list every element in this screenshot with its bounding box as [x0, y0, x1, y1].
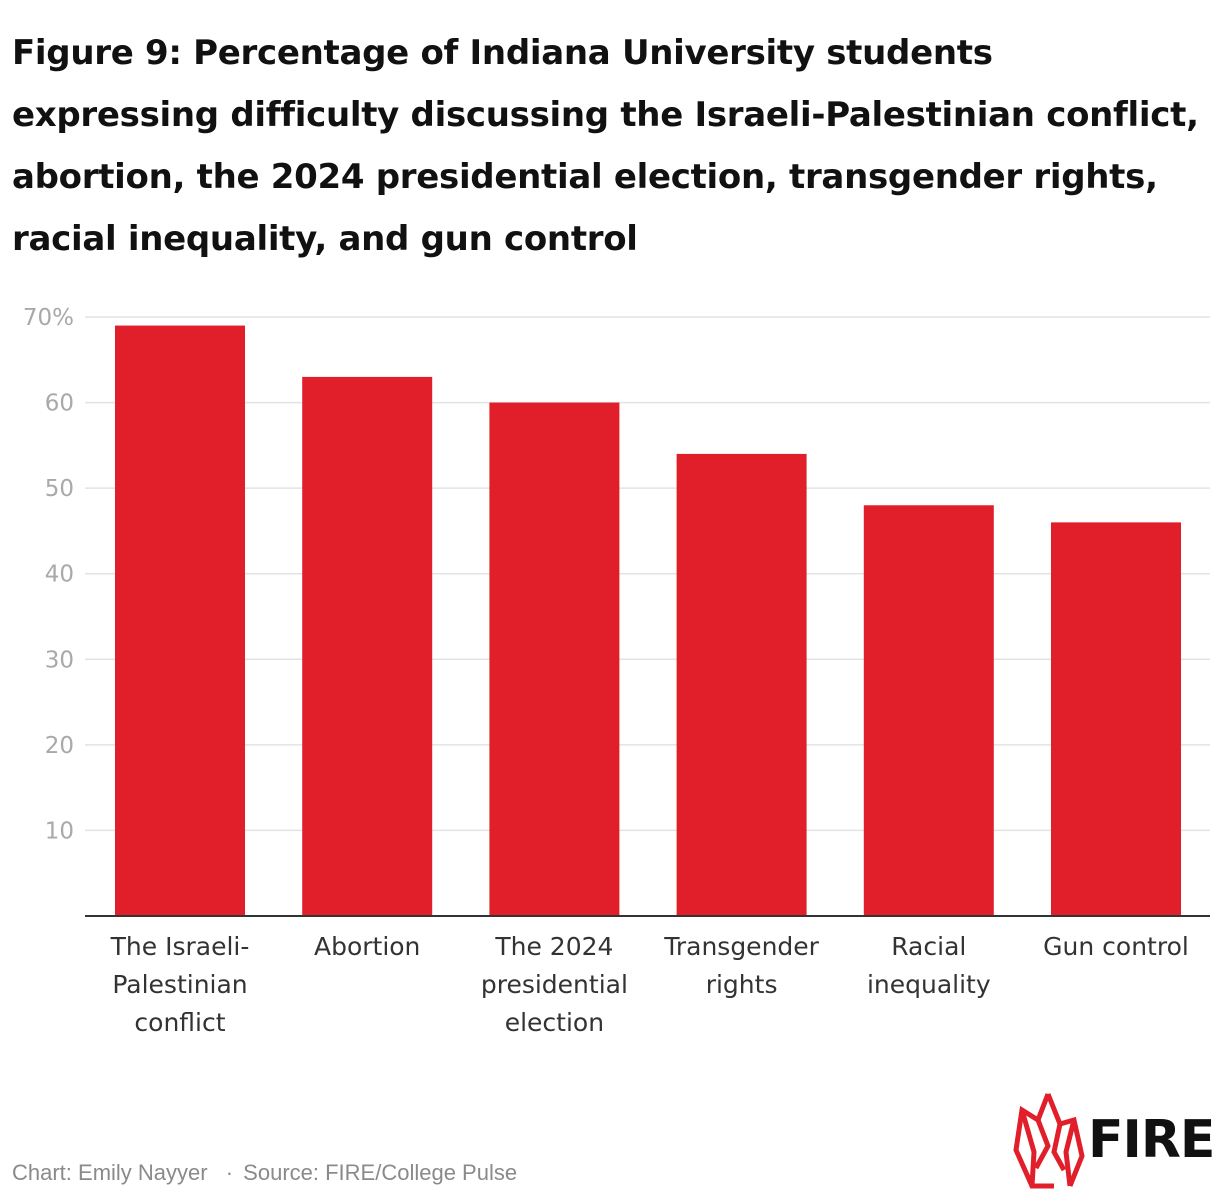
bar [676, 453, 807, 916]
y-axis-ticks: 10 20 30 40 50 60 70% [23, 305, 74, 844]
bar [863, 505, 994, 916]
x-axis-categories: The Israeli-Palestinian conflict Abortion T… [110, 932, 1189, 1037]
chart-credit: Chart: Emily Nayyer [12, 1160, 208, 1185]
footer-separator: · [225, 1160, 234, 1185]
bars [115, 325, 1181, 917]
chart-footer: Chart: Emily Nayyer · Source: FIRE/Colle… [12, 1160, 517, 1186]
fire-logo: FIRE [1008, 1090, 1215, 1190]
category-label: Transgender rights [663, 932, 819, 999]
chart-source: Source: FIRE/College Pulse [243, 1160, 518, 1185]
chart-title: Figure 9: Percentage of Indiana Universi… [12, 33, 1199, 259]
category-label: The 2024 presidential election [481, 932, 628, 1037]
bar [302, 376, 433, 916]
bar [489, 402, 620, 917]
y-tick-label: 40 [45, 562, 74, 588]
category-label: Racial inequality [867, 932, 991, 999]
y-tick-label: 10 [45, 818, 74, 844]
flame-icon [1013, 1093, 1085, 1189]
category-label: The Israeli-Palestinian conflict [110, 932, 250, 1037]
y-tick-label: 70% [23, 305, 74, 331]
gridlines [85, 316, 1210, 832]
category-label: Gun control [1043, 932, 1189, 961]
y-tick-label: 50 [45, 476, 74, 502]
y-tick-label: 20 [45, 733, 74, 759]
bar [115, 325, 245, 916]
y-tick-label: 30 [45, 647, 74, 673]
y-tick-label: 60 [45, 391, 74, 417]
bar [1051, 522, 1181, 916]
category-label: Abortion [314, 932, 420, 961]
logo-text: FIRE [1088, 1110, 1215, 1170]
